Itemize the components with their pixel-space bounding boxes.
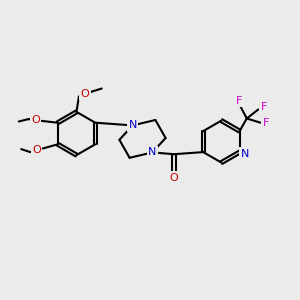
Text: O: O bbox=[32, 145, 41, 155]
Text: N: N bbox=[128, 120, 137, 130]
Text: O: O bbox=[81, 89, 90, 99]
Text: N: N bbox=[241, 148, 249, 159]
Text: F: F bbox=[260, 101, 267, 112]
Text: N: N bbox=[148, 147, 157, 158]
Text: O: O bbox=[31, 115, 40, 125]
Text: O: O bbox=[169, 172, 178, 183]
Text: F: F bbox=[263, 118, 269, 128]
Text: F: F bbox=[236, 95, 242, 106]
